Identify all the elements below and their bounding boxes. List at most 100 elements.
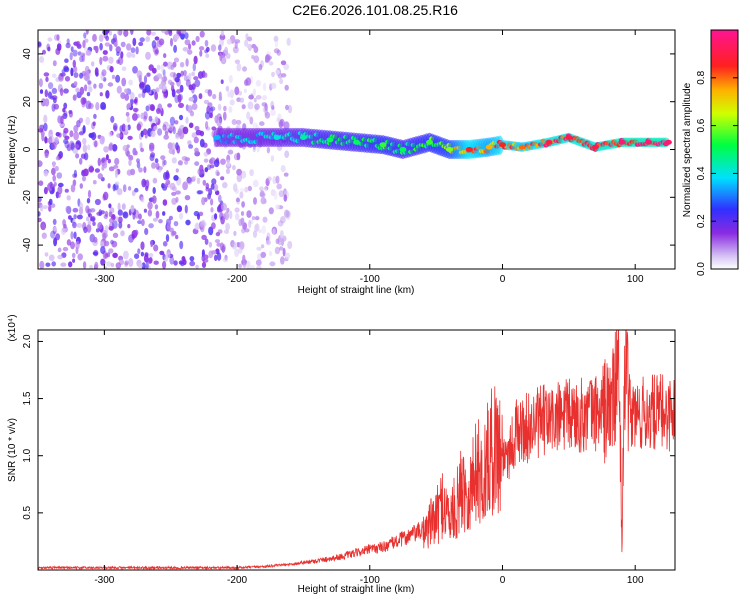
spectrogram-noise-point <box>85 116 91 126</box>
spectrogram-noise-point <box>268 61 274 66</box>
spectrogram-noise-point <box>48 82 54 90</box>
spectrogram-noise-point <box>111 240 118 248</box>
spectrogram-noise-point <box>219 211 224 221</box>
spectrogram-noise-point <box>172 126 176 135</box>
spectrogram-noise-point <box>188 96 195 102</box>
spectrogram-noise-point <box>234 86 240 96</box>
spectrogram-noise-point <box>44 252 49 257</box>
spectrogram-noise-point <box>204 111 211 120</box>
spectrogram-noise-point <box>200 220 205 228</box>
spectrogram-noise-point <box>51 103 56 112</box>
spectrogram-noise-point <box>273 191 278 200</box>
spectrogram-noise-point <box>82 144 88 153</box>
spectrogram-noise-point <box>92 33 97 42</box>
spectrogram-noise-point <box>138 213 142 220</box>
spectrogram-noise-point <box>82 175 86 182</box>
spectrogram-noise-point <box>208 241 213 248</box>
spectrogram-noise-point <box>43 186 48 195</box>
spectrogram-noise-point <box>102 50 108 55</box>
spectrogram-noise-point <box>125 124 129 133</box>
spectrogram-noise-point <box>154 91 159 100</box>
spectrogram-noise-point <box>277 220 284 227</box>
spectrogram-noise-point <box>191 40 196 46</box>
colorbar-tick-label: 0.8 <box>696 70 707 84</box>
spectrogram-noise-point <box>238 218 243 227</box>
spectrogram-noise-point <box>141 262 146 269</box>
spectrogram-noise-point <box>116 59 120 64</box>
spectrogram-noise-point <box>183 75 188 81</box>
spectrogram-noise-point <box>140 241 145 250</box>
spectrogram-noise-point <box>108 143 113 151</box>
spectrogram-noise-point <box>223 111 227 121</box>
spectrogram-noise-point <box>38 211 41 217</box>
spectrogram-noise-point <box>137 248 141 255</box>
spectrogram-noise-point <box>115 216 119 222</box>
spectrogram-noise-point <box>255 259 262 266</box>
spectrogram-noise-point <box>225 53 231 59</box>
snr-xlabel: Height of straight line (km) <box>298 584 415 595</box>
spectrogram-noise-point <box>64 58 69 63</box>
spectrogram-noise-point <box>262 82 267 92</box>
spectrogram-noise-point <box>117 209 123 216</box>
spectrogram-noise-point <box>94 168 100 173</box>
spectrogram-noise-point <box>201 234 207 240</box>
spectrogram-noise-point <box>155 87 160 93</box>
spectrogram-noise-point <box>71 252 76 259</box>
spectrogram-noise-point <box>223 229 230 234</box>
spectrogram-noise-point <box>184 204 188 214</box>
spectrogram-noise-point <box>103 240 110 247</box>
spectrogram-noise-point <box>70 184 76 193</box>
spectrogram-noise-point <box>84 46 88 52</box>
spectrogram-noise-point <box>167 142 173 150</box>
spectrogram-xtick-label: -200 <box>227 274 247 285</box>
spectrogram-noise-point <box>238 263 243 269</box>
spectrogram-noise-point <box>134 187 139 193</box>
spectrogram-noise-point <box>76 223 83 228</box>
spectrogram-noise-point <box>72 258 76 263</box>
spectrogram-noise-point <box>268 207 274 215</box>
spectrogram-noise-point <box>114 157 120 166</box>
spectrogram-noise-point <box>138 41 144 47</box>
spectrogram-noise-point <box>48 198 53 206</box>
spectrogram-noise-point <box>264 187 267 192</box>
snr-xtick-label: -100 <box>360 575 380 586</box>
spectrogram-noise-point <box>212 93 217 100</box>
spectrogram-noise-point <box>231 119 237 125</box>
spectrogram-noise-point <box>79 86 85 95</box>
spectrogram-noise-point <box>64 188 69 193</box>
spectrogram-noise-point <box>138 93 142 98</box>
spectrogram-noise-point <box>92 251 99 256</box>
spectrogram-noise-point <box>139 142 143 150</box>
spectrogram-noise-point <box>252 122 258 128</box>
spectrogram-noise-point <box>197 168 203 176</box>
spectrogram-noise-point <box>274 41 279 48</box>
spectrogram-noise-point <box>150 130 156 138</box>
spectrogram-noise-point <box>92 121 96 126</box>
spectrogram-noise-point <box>199 138 205 148</box>
spectrogram-noise-point <box>171 191 177 196</box>
spectrogram-noise-point <box>269 250 273 257</box>
spectrogram-noise-point <box>180 70 184 77</box>
spectrogram-noise-point <box>156 64 161 71</box>
spectrogram-peak <box>426 139 433 145</box>
spectrogram-noise-point <box>228 74 233 84</box>
spectrogram-noise-point <box>75 240 80 250</box>
spectrogram-noise-point <box>38 160 43 167</box>
spectrogram-noise-point <box>162 199 168 206</box>
spectrogram-noise-point <box>169 256 175 265</box>
spectrogram-noise-point <box>191 83 196 90</box>
spectrogram-noise-point <box>193 210 200 217</box>
snr-multiplier: (x10⁴) <box>7 314 18 341</box>
spectrogram-noise-point <box>80 97 87 105</box>
spectrogram-noise-point <box>208 226 214 236</box>
spectrogram-noise-point <box>79 55 84 63</box>
spectrogram-noise-point <box>92 180 97 185</box>
spectrogram-noise-point <box>60 115 64 125</box>
spectrogram-noise-point <box>253 55 260 63</box>
spectrogram-noise-point <box>246 111 251 120</box>
spectrogram-noise-point <box>95 45 99 54</box>
spectrogram-noise-point <box>42 205 48 210</box>
spectrogram-noise-point <box>93 236 98 243</box>
spectrogram-noise-point <box>73 131 79 141</box>
spectrogram-noise-point <box>158 219 163 224</box>
